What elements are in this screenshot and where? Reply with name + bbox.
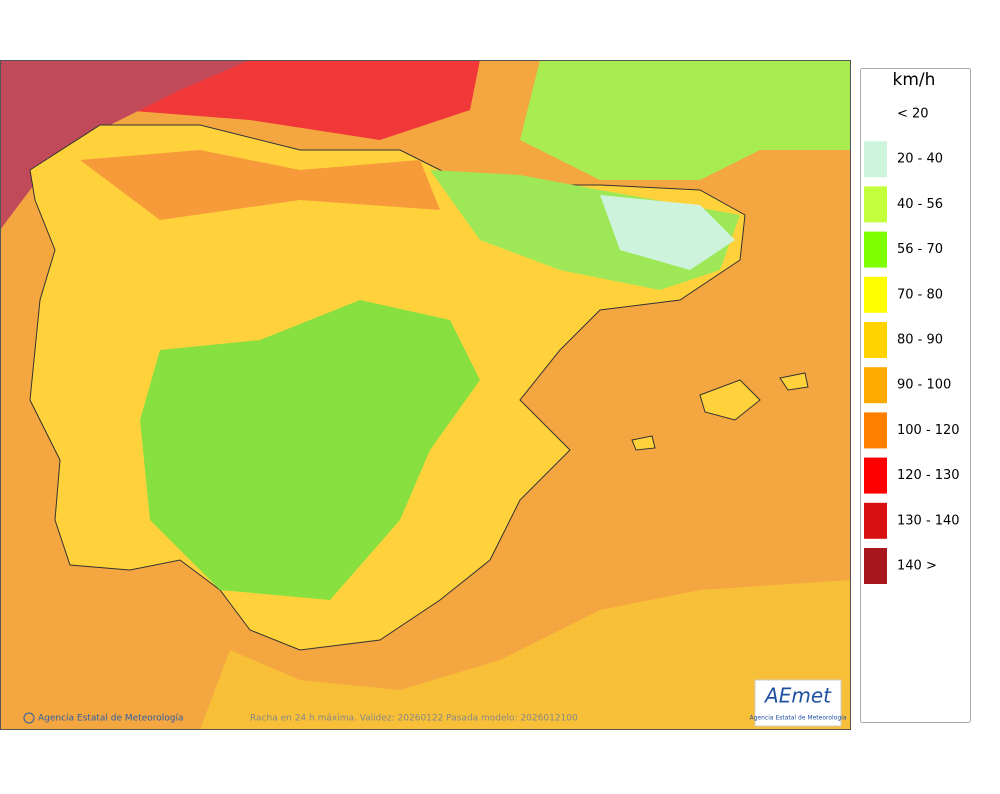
legend-label: < 20 bbox=[897, 107, 929, 122]
legend-swatch bbox=[864, 141, 887, 178]
legend-label: 70 - 80 bbox=[897, 287, 943, 302]
legend-label: 120 - 130 bbox=[897, 468, 960, 483]
legend-items: < 20 20 - 40 40 - 56 56 - 70 70 - 80 80 - 90 9… bbox=[864, 107, 960, 584]
legend-label: 40 - 56 bbox=[897, 197, 943, 212]
logo-title: AEmet bbox=[763, 684, 832, 708]
legend-swatch bbox=[864, 548, 887, 584]
map-frame bbox=[0, 60, 851, 730]
legend-label: 100 - 120 bbox=[897, 423, 960, 438]
legend-swatch bbox=[864, 276, 887, 313]
caption: Racha en 24 h máxima. Validez: 20260122 … bbox=[250, 714, 578, 724]
gust-zone bbox=[80, 150, 440, 220]
legend-title: km/h bbox=[893, 70, 936, 90]
wind-map bbox=[0, 60, 851, 730]
legend-swatch bbox=[864, 186, 887, 223]
credit: Agencia Estatal de Meteorología bbox=[38, 714, 184, 724]
gust-zone bbox=[600, 195, 735, 270]
legend-swatch bbox=[864, 502, 887, 539]
island bbox=[631, 435, 656, 451]
gust-zone bbox=[520, 60, 851, 180]
legend-box bbox=[860, 68, 971, 723]
legend-label: 140 > bbox=[897, 559, 937, 574]
legend-swatch bbox=[864, 231, 887, 268]
gust-zone bbox=[140, 300, 480, 600]
legend-label: 90 - 100 bbox=[897, 378, 951, 393]
land-africa bbox=[200, 580, 851, 730]
legend-label: 80 - 90 bbox=[897, 333, 943, 348]
logo-subtitle: Agencia Estatal de Meteorología bbox=[750, 715, 847, 722]
copyright-icon bbox=[23, 712, 35, 724]
legend-swatch bbox=[864, 367, 887, 404]
legend-label: 56 - 70 bbox=[897, 242, 943, 257]
island bbox=[699, 379, 761, 421]
legend-swatch bbox=[864, 322, 887, 358]
island bbox=[779, 372, 809, 391]
legend-label: 130 - 140 bbox=[897, 513, 960, 528]
legend-swatch bbox=[864, 412, 887, 449]
gust-zone bbox=[0, 60, 250, 230]
logo-box bbox=[754, 679, 842, 727]
legend-label: 20 - 40 bbox=[897, 152, 943, 167]
legend-swatch bbox=[864, 457, 887, 494]
